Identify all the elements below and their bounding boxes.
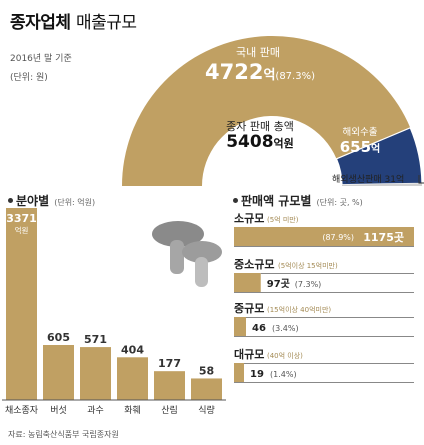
title-main: 종자업체: [10, 13, 71, 33]
source-note: 자료: 농림축산식품부 국립종자원: [8, 430, 119, 439]
domestic-value-group: 4722억(87.3%): [160, 60, 360, 84]
size-bar-중소규모: [234, 273, 261, 292]
sales-gauge: [122, 36, 424, 187]
gauge-overseas-arc: [341, 183, 422, 186]
size-track-line: [244, 363, 414, 364]
field-category-label: 버섯: [50, 405, 67, 416]
size-pct-label: (87.9%): [322, 233, 354, 242]
gauge-domestic-arc: [122, 36, 411, 187]
mushroom-illustration: [152, 221, 222, 287]
bullet-icon: [8, 198, 13, 203]
field-bar-버섯: [43, 345, 74, 400]
export-value-group: 655억: [325, 137, 395, 156]
total-label: 종자 판매 총액: [226, 120, 294, 133]
by-field-header: 분야별 (단위: 억원): [8, 190, 95, 209]
title-block: 종자업체 매출규모 2016년 말 기준 (단위: 원): [10, 8, 137, 83]
size-baseline: [234, 336, 414, 337]
size-name-label: 대규모: [234, 347, 264, 361]
by-size-unit: (단위: 곳, %): [316, 198, 363, 207]
overseas-leader-line: [418, 175, 424, 184]
field-category-label: 산림: [161, 404, 178, 416]
domestic-label: 국내 판매: [236, 46, 280, 59]
size-count-label: 46: [252, 323, 266, 334]
field-bar-식량: [191, 378, 222, 400]
size-count-label: 1175곳: [363, 231, 404, 244]
field-category-label: 채소종자: [5, 405, 39, 416]
bullet-icon: [233, 198, 238, 203]
size-pct-label: (1.4%): [270, 370, 297, 379]
size-range-label: (40억 이상): [267, 351, 303, 360]
mushroom-stem-left: [170, 240, 184, 274]
title-sub: 매출규모: [75, 13, 137, 33]
field-value-label: 58: [199, 364, 214, 377]
field-unit-label: 억원: [15, 226, 29, 235]
field-value-label: 3371: [6, 212, 37, 225]
mushroom-cap-left: [152, 221, 204, 247]
page-title: 종자업체 매출규모: [10, 8, 137, 33]
total-unit: 억원: [273, 137, 294, 150]
by-size-header: 판매액 규모별 (단위: 곳, %): [233, 190, 363, 209]
size-bar-대규모: [234, 363, 244, 382]
field-bar-산림: [154, 371, 185, 400]
size-range-label: (5억 미만): [267, 215, 299, 224]
size-count-label: 97곳: [267, 278, 290, 290]
size-name-label: 중규모: [234, 302, 264, 315]
size-name-label: 중소규모: [234, 258, 274, 271]
size-pct-label: (7.3%): [295, 280, 322, 289]
size-track-line: [260, 273, 414, 274]
domestic-pct: (87.3%): [275, 71, 315, 82]
overseas-label: 해외생산판매 31억: [332, 175, 405, 185]
field-value-label: 571: [84, 333, 107, 346]
total-value-group: 5408억원: [200, 132, 320, 152]
export-value: 655: [339, 138, 372, 156]
field-value-label: 605: [47, 331, 70, 344]
size-baseline: [234, 292, 414, 293]
size-baseline: [234, 246, 414, 247]
export-label: 해외수출: [342, 127, 378, 138]
by-field-unit: (단위: 억원): [54, 198, 96, 207]
unit-note: (단위: 원): [10, 73, 48, 83]
total-value: 5408: [226, 132, 274, 152]
size-name-label: 소규모: [234, 212, 264, 225]
export-unit: 억: [371, 144, 381, 155]
domestic-unit: 억: [263, 68, 276, 83]
mushroom-cap-right: [182, 241, 222, 263]
domestic-value: 4722: [205, 60, 264, 84]
by-size-title: 판매액 규모별: [241, 194, 312, 208]
field-category-label: 식량: [198, 404, 215, 416]
size-range-label: (15억이상 40억미만): [267, 305, 331, 314]
field-value-label: 177: [158, 357, 181, 370]
field-bar-과수: [80, 347, 111, 400]
size-range-label: (5억이상 15억미만): [278, 261, 338, 270]
mushroom-stem-right: [195, 257, 208, 287]
field-value-label: 404: [121, 343, 144, 356]
field-category-label: 과수: [87, 405, 104, 416]
size-bar-중규모: [234, 317, 246, 336]
size-pct-label: (3.4%): [272, 324, 299, 333]
size-bar-소규모: [234, 227, 414, 246]
basis-note: 2016년 말 기준: [10, 54, 72, 64]
field-category-label: 화훼: [124, 405, 141, 416]
by-field-title: 분야별: [16, 194, 50, 208]
size-count-label: 19: [250, 369, 264, 380]
size-track-line: [246, 317, 414, 318]
field-bar-화훼: [117, 357, 148, 400]
field-bar-채소종자: [6, 208, 37, 400]
size-baseline: [234, 382, 414, 383]
